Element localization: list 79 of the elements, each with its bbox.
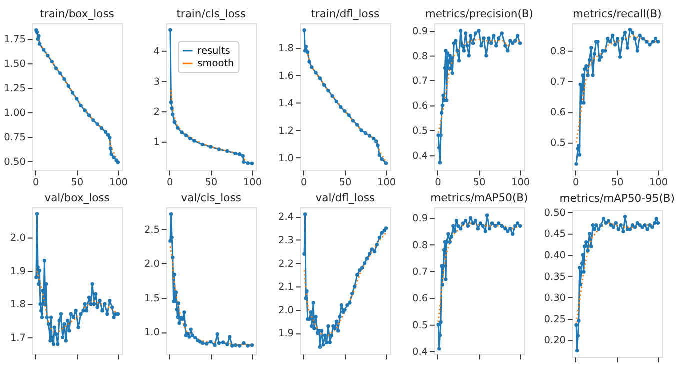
y-tick-label: 2.0	[144, 259, 160, 270]
x-tick-label: 50	[339, 177, 352, 188]
y-tick-label: 1.4	[278, 98, 294, 110]
y-tick-label: 1.75	[4, 34, 26, 46]
y-tick-label: 0.30	[544, 293, 566, 304]
x-tick-label: 100	[649, 177, 668, 188]
x-tick-label: 100	[109, 177, 128, 188]
x-tick-label: 50	[611, 177, 624, 188]
y-tick-label: 0.9	[412, 214, 428, 225]
y-tick-label: 1.8	[10, 300, 26, 311]
chart-title: val/box_loss	[44, 192, 110, 205]
y-tick-label: 0.50	[544, 208, 566, 219]
chart-title: train/cls_loss	[176, 8, 246, 21]
x-tick-label: 0	[32, 177, 40, 188]
y-tick-label: 0.7	[412, 76, 428, 88]
y-tick-label: 0.9	[412, 26, 428, 38]
y-tick-label: 2.1	[278, 282, 294, 294]
chart-title: metrics/mAP50(B)	[430, 192, 528, 205]
y-tick-label: 1.50	[4, 59, 26, 70]
y-tick-label: 1.7	[10, 332, 26, 344]
x-tick-label: 50	[473, 177, 486, 188]
y-tick-label: 0.8	[412, 51, 428, 62]
chart-title: metrics/precision(B)	[425, 8, 534, 21]
x-tick-label: 0	[573, 177, 580, 188]
y-tick-label: 2.3	[278, 236, 294, 247]
x-tick-label: 100	[377, 177, 396, 188]
y-tick-label: 0.25	[544, 314, 566, 326]
y-tick-label: 0.8	[412, 240, 428, 252]
y-tick-label: 0.5	[412, 126, 428, 137]
y-tick-label: 1.8	[278, 44, 294, 55]
y-tick-label: 2.0	[278, 305, 294, 316]
y-tick-label: 0.75	[4, 132, 26, 144]
y-tick-label: 1.0	[144, 328, 160, 339]
y-tick-label: 0.5	[412, 320, 428, 332]
y-tick-label: 0.8	[550, 46, 566, 58]
y-tick-label: 4	[154, 46, 160, 58]
y-tick-label: 0.40	[544, 250, 566, 262]
x-tick-label: 0	[167, 177, 174, 188]
x-tick-label: 50	[71, 177, 84, 188]
y-tick-label: 0.50	[4, 156, 26, 168]
y-tick-label: 1.9	[10, 266, 26, 278]
chart-title: train/dfl_loss	[311, 8, 380, 21]
y-tick-label: 0.6	[550, 108, 566, 119]
chart-title: val/cls_loss	[181, 192, 242, 205]
legend-label: results	[198, 46, 230, 57]
y-tick-label: 0.35	[544, 272, 566, 283]
y-tick-label: 1.5	[144, 293, 160, 304]
y-tick-label: 2.2	[278, 258, 294, 270]
y-tick-label: 1.25	[4, 84, 26, 95]
y-tick-label: 1.6	[278, 71, 294, 82]
y-tick-label: 2.5	[144, 224, 160, 236]
y-tick-label: 1.0	[278, 153, 294, 164]
chart-title: metrics/recall(B)	[572, 8, 662, 21]
y-tick-label: 0.6	[412, 101, 428, 112]
x-tick-label: 0	[435, 177, 442, 188]
y-tick-label: 1.9	[278, 328, 294, 340]
y-tick-label: 0.5	[550, 138, 566, 150]
y-tick-label: 0.20	[544, 336, 566, 347]
x-tick-label: 100	[243, 177, 262, 188]
y-tick-label: 1	[154, 137, 160, 148]
y-tick-label: 0.4	[412, 346, 428, 358]
y-tick-label: 2.0	[10, 232, 26, 244]
chart-title: val/dfl_loss	[316, 192, 376, 205]
y-tick-label: 0.7	[412, 266, 428, 278]
y-tick-label: 0.4	[412, 150, 428, 162]
y-tick-label: 1.2	[278, 126, 294, 137]
y-tick-label: 0.45	[544, 229, 566, 240]
chart-title: metrics/mAP50-95(B)	[560, 192, 675, 205]
chart-title: train/box_loss	[40, 8, 115, 21]
x-tick-label: 100	[511, 177, 530, 188]
y-tick-label: 2.4	[278, 212, 294, 224]
y-tick-label: 0.7	[550, 77, 566, 88]
y-tick-label: 0.6	[412, 294, 428, 305]
x-tick-label: 50	[205, 177, 218, 188]
y-tick-label: 2	[154, 106, 160, 118]
y-tick-label: 3	[154, 76, 160, 88]
x-tick-label: 0	[301, 177, 308, 188]
y-tick-label: 1.00	[4, 108, 26, 119]
legend-label: smooth	[198, 58, 234, 70]
